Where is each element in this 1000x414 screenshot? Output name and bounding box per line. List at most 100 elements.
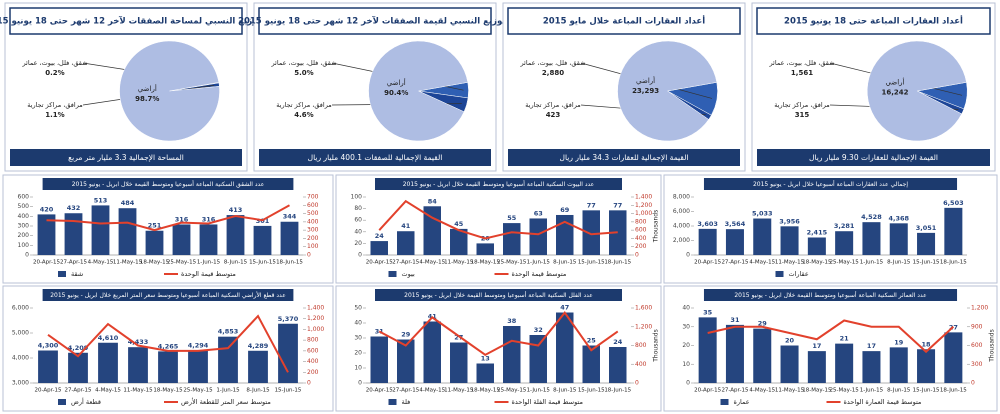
x-tick-label: 1-Jun-15 bbox=[527, 388, 551, 394]
bar-value-label: 4,610 bbox=[98, 334, 119, 342]
slice-value: 98.7% bbox=[135, 95, 159, 103]
x-tick-label: 4-May-15 bbox=[749, 388, 775, 394]
bar bbox=[118, 208, 137, 255]
x-tick-label: 25-May-15 bbox=[183, 388, 213, 394]
x-tick-label: 18-Jun-15 bbox=[940, 260, 967, 266]
bar-value-label: 24 bbox=[375, 232, 385, 240]
x-tick-label: 27-Apr-15 bbox=[392, 260, 420, 266]
bar-value-label: 77 bbox=[587, 201, 596, 209]
slice-value: 423 bbox=[546, 111, 561, 119]
slice-value: 23,293 bbox=[632, 87, 659, 95]
x-tick-label: 20-Apr-15 bbox=[366, 260, 394, 266]
y2-tick-label: 300 bbox=[971, 361, 983, 368]
y2-tick-label: 600 bbox=[635, 227, 647, 234]
y-tick-label: 40 bbox=[682, 305, 690, 312]
bar-value-label: 21 bbox=[840, 335, 850, 343]
bar bbox=[145, 230, 164, 255]
x-tick-label: 4-May-15 bbox=[88, 260, 114, 266]
y2-tick-label: 500 bbox=[307, 210, 319, 217]
bar bbox=[725, 324, 744, 383]
slice-label: شقق، فلل، بيوت، عمائر bbox=[270, 59, 336, 67]
bar bbox=[835, 343, 854, 383]
line-series bbox=[378, 199, 618, 240]
y-tick-label: 60 bbox=[354, 217, 362, 224]
bar bbox=[753, 328, 772, 383]
y2-tick-label: 0 bbox=[635, 380, 639, 387]
y-tick-label: 20 bbox=[354, 240, 362, 247]
bar-value-label: 69 bbox=[560, 206, 570, 214]
bar bbox=[98, 342, 118, 383]
x-tick-label: 27-Apr-15 bbox=[64, 388, 92, 394]
y2-tick-label: 1,600 bbox=[635, 305, 652, 312]
footer-band bbox=[259, 149, 491, 166]
bar bbox=[917, 349, 936, 383]
slice-label: مرافق، مراكز تجارية bbox=[774, 101, 830, 109]
y-tick-label: 30 bbox=[682, 323, 690, 330]
y-tick-label: 400 bbox=[18, 213, 30, 220]
y-tick-label: 2,000 bbox=[673, 237, 690, 244]
y2-tick-label: 400 bbox=[635, 361, 647, 368]
x-tick-label: 4-May-15 bbox=[95, 388, 121, 394]
pie-slice bbox=[617, 40, 718, 142]
chart-footer: المساحة الإجمالية 3.3 مليار متر مربع bbox=[68, 153, 184, 162]
x-tick-label: 15-Jun-15 bbox=[578, 388, 605, 394]
title-band bbox=[703, 289, 958, 301]
bar-value-label: 35 bbox=[703, 308, 713, 316]
y2-tick-label: 100 bbox=[307, 243, 319, 250]
bar-value-label: 31 bbox=[730, 316, 740, 324]
x-tick-label: 20-Apr-15 bbox=[34, 388, 62, 394]
slice-label: شقق، فلل، بيوت، عمائر bbox=[21, 59, 87, 67]
y-tick-label: 300 bbox=[18, 223, 30, 230]
pie-slice bbox=[867, 40, 967, 142]
bar-value-label: 3,956 bbox=[779, 217, 800, 225]
x-tick-label: 18-May-15 bbox=[140, 260, 170, 266]
bar bbox=[862, 351, 881, 383]
y-tick-label: 40 bbox=[354, 320, 362, 327]
bar bbox=[609, 347, 627, 383]
x-tick-label: 18-May-15 bbox=[802, 388, 832, 394]
bar-value-label: 32 bbox=[534, 326, 543, 334]
bar bbox=[476, 363, 494, 383]
bar bbox=[218, 336, 238, 383]
x-tick-label: 18-Jun-15 bbox=[276, 260, 303, 266]
bar-value-label: 55 bbox=[507, 214, 517, 222]
panel bbox=[663, 174, 998, 284]
y2-tick-label: 0 bbox=[635, 252, 639, 259]
x-tick-label: 1-Jun-15 bbox=[860, 388, 884, 394]
chart-title: أعداد العقارات المباعة حتى 18 يونيو 2015 bbox=[784, 15, 963, 27]
bar-value-label: 413 bbox=[229, 206, 243, 214]
title-band bbox=[375, 289, 622, 301]
chart-footer: القيمة الإجمالية للعقارات 34.3 مليار ريا… bbox=[560, 153, 689, 162]
y-tick-label: 4,000 bbox=[673, 223, 690, 230]
panel bbox=[335, 174, 662, 284]
y2-tick-label: 600 bbox=[307, 202, 319, 209]
x-tick-label: 8-Jun-15 bbox=[553, 388, 577, 394]
slice-label: أراضي bbox=[636, 76, 655, 85]
y-tick-label: 40 bbox=[354, 228, 362, 235]
bar bbox=[423, 206, 441, 255]
x-tick-label: 18-May-15 bbox=[802, 260, 832, 266]
x-tick-label: 1-Jun-15 bbox=[527, 260, 551, 266]
slice-label: شقق، فلل، بيوت، عمائر bbox=[768, 59, 834, 67]
y-tick-label: 50 bbox=[354, 305, 362, 312]
x-tick-label: 18-May-15 bbox=[471, 260, 501, 266]
panel bbox=[2, 285, 334, 412]
title-band bbox=[42, 289, 294, 301]
slice-label: مرافق، مراكز تجارية bbox=[276, 101, 332, 109]
bar bbox=[556, 312, 574, 383]
legend-label: متوسط سعر المتر للقطعة الأرض bbox=[181, 397, 271, 406]
y-tick-label: 20 bbox=[354, 350, 362, 357]
bar bbox=[128, 347, 148, 383]
y-tick-label: 0 bbox=[25, 252, 29, 259]
slice-value: 16,242 bbox=[881, 89, 908, 97]
x-tick-label: 20-Apr-15 bbox=[366, 388, 394, 394]
x-tick-label: 27-Apr-15 bbox=[721, 388, 749, 394]
bar bbox=[248, 350, 268, 383]
y-tick-label: 100 bbox=[18, 242, 30, 249]
bar-value-label: 63 bbox=[534, 209, 543, 217]
y2-tick-label: 1,000 bbox=[635, 210, 652, 217]
y-tick-label: 10 bbox=[682, 361, 690, 368]
bar bbox=[503, 326, 521, 383]
bar-value-label: 420 bbox=[40, 205, 54, 213]
bar-value-label: 2,415 bbox=[807, 228, 828, 236]
